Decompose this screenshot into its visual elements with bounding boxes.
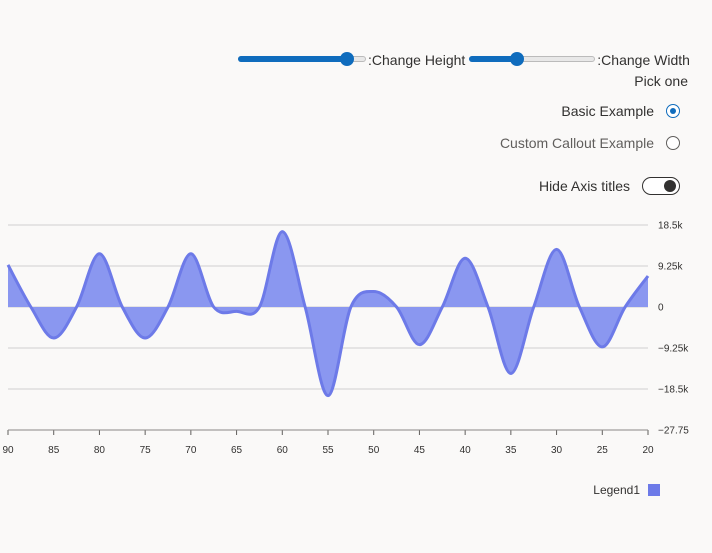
y-tick-label: −9.25k [658,344,689,355]
radio-group-label: Pick one [634,73,688,89]
legend-swatch[interactable] [648,484,660,496]
x-tick-label: 20 [642,445,654,455]
x-tick-label: 65 [231,445,243,455]
y-tick-label: −27.75 [658,426,689,437]
series-area[interactable] [8,231,648,396]
x-tick-label: 25 [597,445,609,455]
width-slider-label: :Change Width [597,52,690,68]
x-tick-label: 50 [368,445,380,455]
x-tick-label: 85 [48,445,60,455]
x-tick-label: 70 [185,445,197,455]
x-tick-label: 40 [460,445,472,455]
controls-panel: :Change Height :Change Width Pick one Ba… [0,0,712,210]
x-tick-label: 90 [2,445,14,455]
y-tick-label: 18.5k [658,221,683,232]
height-slider[interactable] [238,50,366,70]
x-tick-label: 30 [551,445,563,455]
y-tick-label: −18.5k [658,385,689,396]
legend-item-label: Legend1 [593,483,640,497]
width-slider-thumb[interactable] [510,52,525,66]
x-tick-label: 80 [94,445,106,455]
height-slider-thumb[interactable] [339,52,354,66]
hide-axis-titles-label: Hide Axis titles [538,178,630,194]
x-tick-label: 60 [277,445,289,455]
height-slider-label: :Change Height [368,52,466,68]
radio-custom-callout-label: Custom Callout Example [499,135,654,151]
y-tick-label: 9.25k [658,262,683,273]
radio-basic-example[interactable]: Basic Example [561,103,680,119]
x-tick-label: 75 [140,445,152,455]
y-tick-label: 0 [658,303,664,314]
toggle-knob [664,180,676,192]
area-chart: 18.5k 9.25k 0 −9.25k −18.5k −27.75 90 85 80 75 70 6… [2,221,689,456]
radio-custom-callout-example[interactable]: Custom Callout Example [500,135,680,151]
radio-basic-example-button[interactable] [666,104,680,118]
x-tick-label: 55 [322,445,334,455]
radio-custom-callout-button[interactable] [666,136,680,150]
chart-legend: Legend1 [593,483,660,497]
slider-row: :Change Height :Change Width [238,50,694,70]
x-tick-label: 45 [414,445,426,455]
x-tick-label: 35 [505,445,517,455]
hide-axis-titles-toggle[interactable] [642,177,680,195]
width-slider[interactable] [469,50,596,70]
series-line[interactable] [6,230,650,398]
hide-axis-titles-toggle-row: Hide Axis titles [539,177,680,195]
width-slider-fill [469,56,518,62]
radio-basic-example-label: Basic Example [561,103,654,119]
height-slider-fill [238,56,347,62]
